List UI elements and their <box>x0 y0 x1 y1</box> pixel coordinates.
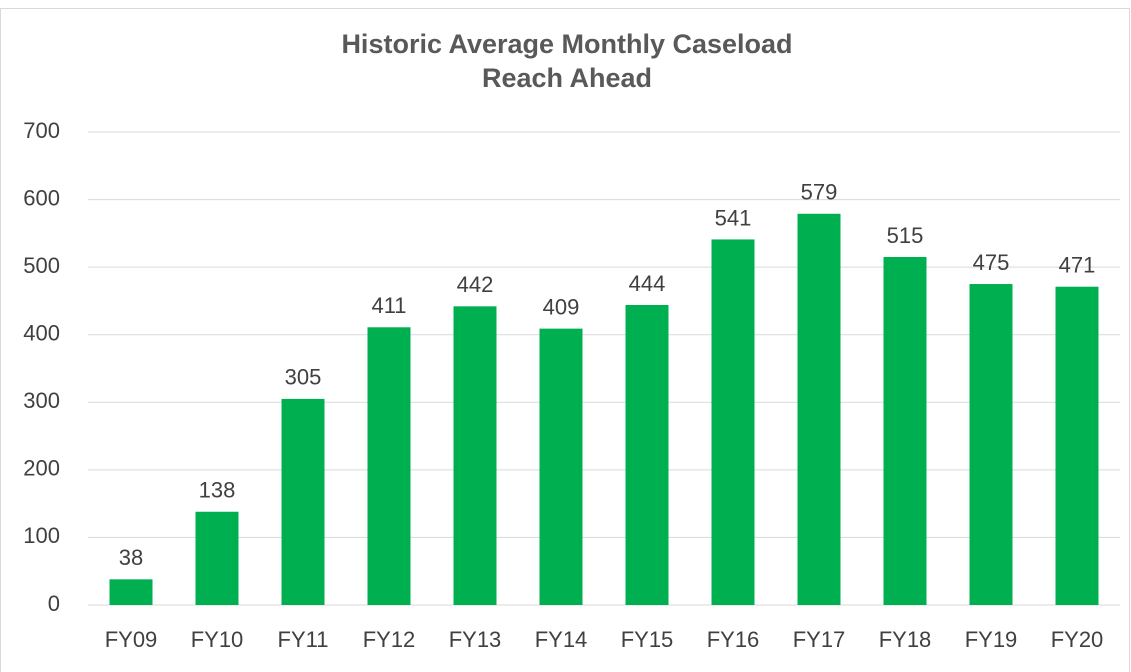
data-label: 411 <box>371 293 406 318</box>
data-label: 138 <box>199 478 236 503</box>
x-tick-label: FY09 <box>105 627 158 652</box>
bar <box>281 398 325 605</box>
data-label: 471 <box>1059 253 1096 278</box>
bar <box>109 579 153 605</box>
x-tick-label: FY18 <box>879 627 932 652</box>
bar <box>539 328 583 605</box>
x-tick-label: FY17 <box>793 627 846 652</box>
x-tick-label: FY10 <box>191 627 244 652</box>
bar <box>625 304 669 605</box>
bar <box>969 284 1013 605</box>
bar <box>797 213 841 606</box>
chart-subtitle: Reach Ahead <box>482 63 652 93</box>
data-label: 515 <box>887 223 924 248</box>
chart-title: Historic Average Monthly Caseload <box>341 29 792 59</box>
x-tick-label: FY20 <box>1051 627 1104 652</box>
data-label: 579 <box>801 180 838 205</box>
x-tick-label: FY19 <box>965 627 1018 652</box>
data-label: 444 <box>629 271 666 296</box>
y-tick-label: 300 <box>23 388 60 413</box>
x-tick-label: FY12 <box>363 627 416 652</box>
chart-border <box>0 8 1130 672</box>
y-tick-label: 0 <box>48 591 60 616</box>
x-tick-label: FY15 <box>621 627 674 652</box>
bar <box>367 327 411 605</box>
data-label: 409 <box>543 294 580 319</box>
bar <box>453 306 497 605</box>
data-label: 442 <box>457 272 494 297</box>
y-tick-label: 100 <box>23 523 60 548</box>
bar <box>1055 286 1099 605</box>
x-tick-label: FY11 <box>278 627 329 652</box>
bar <box>883 257 927 605</box>
y-tick-label: 400 <box>23 321 60 346</box>
data-label: 38 <box>119 545 143 570</box>
data-label: 475 <box>973 250 1010 275</box>
bar <box>195 511 239 605</box>
x-tick-label: FY16 <box>707 627 760 652</box>
x-tick-label: FY13 <box>449 627 502 652</box>
x-tick-label: FY14 <box>535 627 588 652</box>
bar <box>711 239 755 605</box>
data-label: 541 <box>715 205 752 230</box>
y-tick-label: 200 <box>23 456 60 481</box>
y-tick-label: 500 <box>23 253 60 278</box>
y-tick-label: 600 <box>23 185 60 210</box>
data-label: 305 <box>285 365 322 390</box>
y-tick-label: 700 <box>23 118 60 143</box>
